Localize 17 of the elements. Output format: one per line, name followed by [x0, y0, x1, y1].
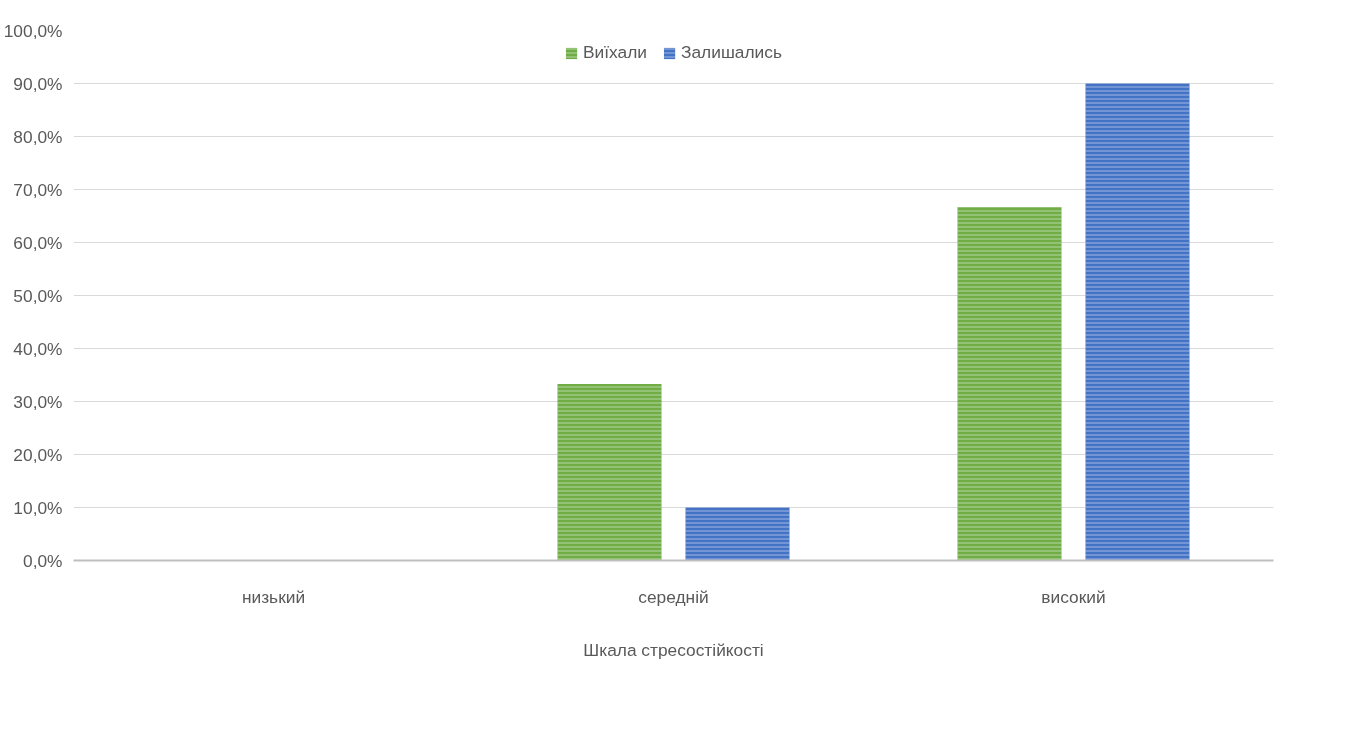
y-tick-label: 40,0% [13, 338, 63, 359]
y-tick-label: 20,0% [13, 444, 63, 465]
y-tick-label: 10,0% [13, 497, 63, 518]
y-tick-label: 0,0% [23, 550, 63, 571]
x-axis-title: Шкала стресостійкості [583, 639, 764, 660]
y-tick-label: 50,0% [13, 285, 63, 306]
x-tick-label: середній [638, 586, 709, 607]
legend-label: Залишались [681, 42, 782, 63]
y-tick-label: 30,0% [13, 391, 63, 412]
y-tick-label: 90,0% [13, 73, 63, 94]
y-tick-label: 70,0% [13, 179, 63, 200]
y-tick-label: 60,0% [13, 232, 63, 253]
y-tick-label: 80,0% [13, 126, 63, 147]
legend-label: Виїхали [583, 42, 648, 63]
x-tick-label: високий [1041, 586, 1106, 607]
x-tick-label: низький [241, 586, 306, 607]
y-tick-label: 100,0% [3, 20, 63, 41]
